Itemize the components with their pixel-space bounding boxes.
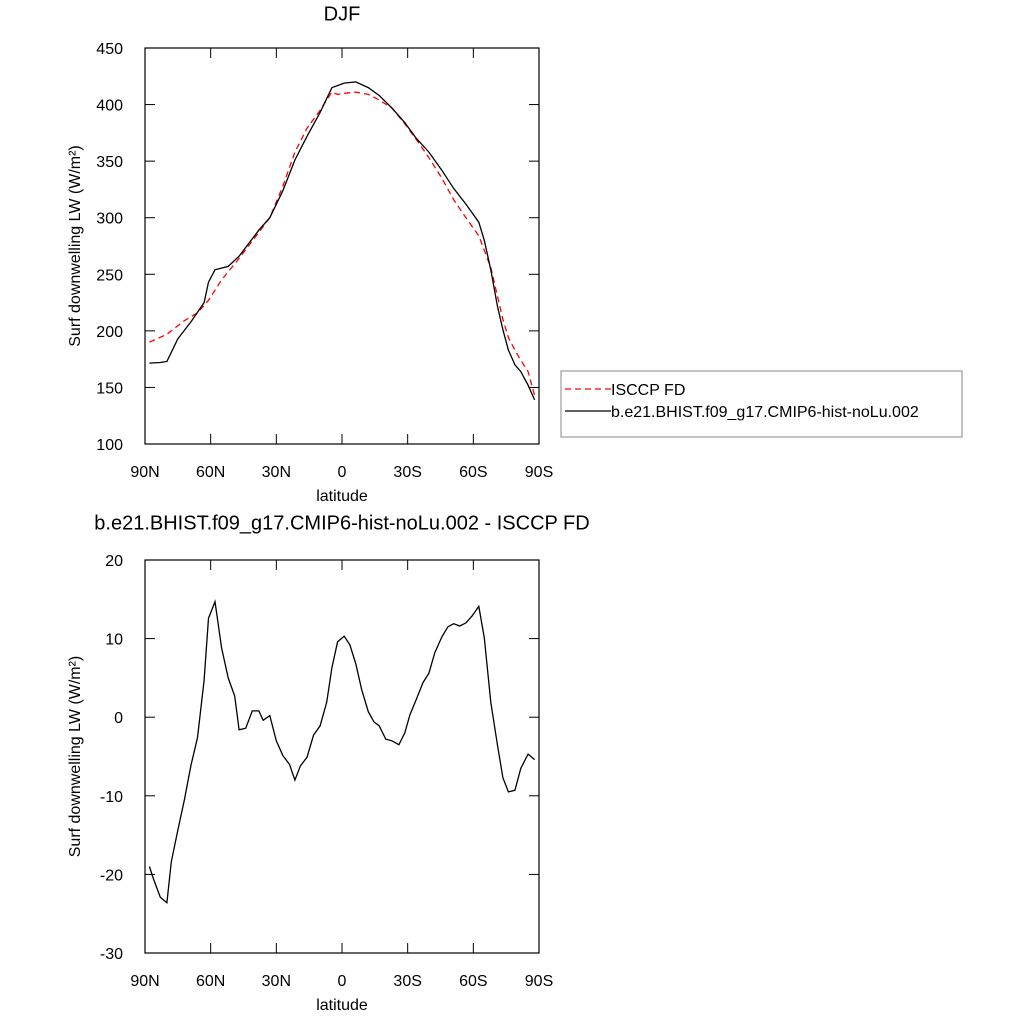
x-axis-label: latitude (316, 488, 368, 505)
x-tick-label: 90S (525, 973, 553, 990)
y-tick-label: 0 (114, 710, 123, 727)
y-tick-label: 300 (96, 211, 123, 228)
x-tick-label: 90N (130, 973, 159, 990)
x-tick-label: 60S (459, 464, 487, 481)
y-tick-label: 200 (96, 324, 123, 341)
y-tick-label: 10 (105, 632, 123, 649)
plot-frame (144, 47, 540, 445)
x-tick-label: 0 (338, 464, 347, 481)
x-tick-label: 60N (196, 464, 225, 481)
y-axis-label: Surf downwelling LW (W/m²) (67, 145, 84, 347)
y-tick-label: -30 (100, 946, 123, 963)
x-tick-label: 30N (262, 973, 291, 990)
legend-box (560, 370, 963, 438)
chart-title: DJF (324, 3, 361, 25)
x-axis-label: latitude (316, 997, 368, 1014)
x-tick-label: 60S (459, 973, 487, 990)
y-tick-label: 250 (96, 267, 123, 284)
y-tick-label: 350 (96, 154, 123, 171)
series-line (149, 81, 536, 401)
x-tick-label: 90N (130, 464, 159, 481)
y-axis-label: Surf downwelling LW (W/m²) (67, 656, 84, 858)
y-tick-label: -20 (100, 867, 123, 884)
y-tick-label: 150 (96, 380, 123, 397)
plot-frame (144, 559, 540, 954)
x-tick-label: 30S (393, 973, 421, 990)
y-tick-label: 400 (96, 98, 123, 115)
series-line (149, 91, 536, 396)
y-tick-label: 450 (96, 41, 123, 58)
series-line (148, 599, 536, 904)
legend-label: ISCCP FD (611, 382, 685, 399)
x-tick-label: 60N (196, 973, 225, 990)
y-tick-label: -10 (100, 789, 123, 806)
x-tick-label: 30N (262, 464, 291, 481)
y-tick-label: 20 (105, 553, 123, 570)
chart-title: b.e21.BHIST.f09_g17.CMIP6-hist-noLu.002 … (94, 512, 589, 534)
x-tick-label: 90S (525, 464, 553, 481)
x-tick-label: 30S (393, 464, 421, 481)
y-tick-label: 100 (96, 437, 123, 454)
x-tick-label: 0 (338, 973, 347, 990)
legend-label: b.e21.BHIST.f09_g17.CMIP6-hist-noLu.002 (611, 404, 919, 421)
